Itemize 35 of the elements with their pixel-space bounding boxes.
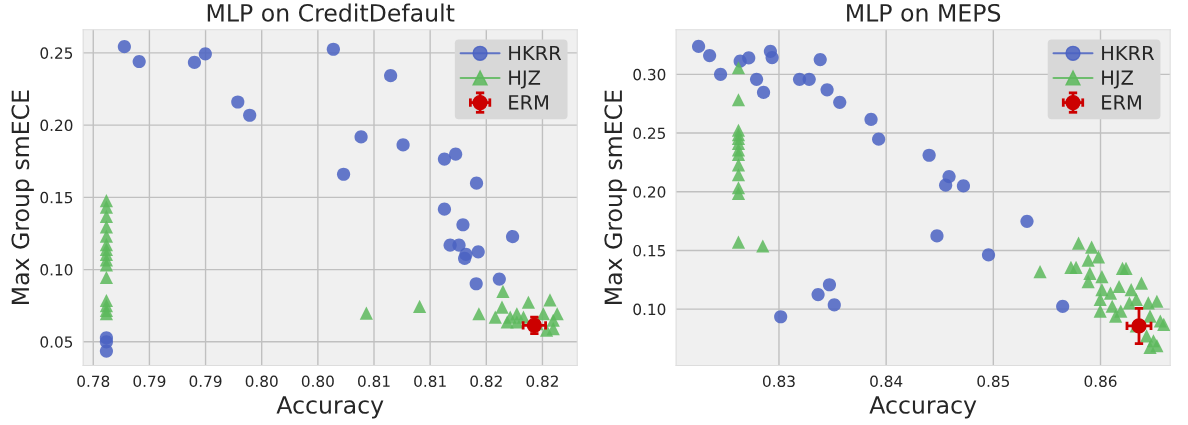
- y-tick-label: 0.30: [633, 68, 666, 81]
- x-tick-label: 0.83: [762, 375, 795, 388]
- y-tick-label: 0.10: [633, 303, 666, 316]
- x-tick-label: 0.79: [133, 375, 166, 388]
- y-tick-label: 0.20: [40, 119, 73, 132]
- y-tick-label: 0.15: [40, 191, 73, 204]
- legend-label: HJZ: [509, 70, 541, 89]
- x-tick-label: 0.81: [414, 375, 446, 388]
- x-tick-label: 0.82: [470, 375, 502, 388]
- x-tick-label: 0.80: [245, 375, 278, 388]
- x-tick-label: 0.84: [870, 375, 903, 388]
- x-tick-label: 0.82: [526, 375, 558, 388]
- legend-label: HJZ: [1102, 70, 1134, 89]
- x-tick-label: 0.80: [301, 375, 334, 388]
- chart-title: MLP on MEPS: [847, 3, 1001, 22]
- y-tick-label: 0.15: [633, 244, 666, 257]
- x-tick-label: 0.79: [189, 375, 222, 388]
- x-tick-label: 0.78: [77, 375, 110, 388]
- legend-label: HKRR: [509, 45, 562, 61]
- chart-title: MLP on CreditDefault: [207, 3, 455, 22]
- x-tick-label: 0.86: [1084, 375, 1117, 388]
- y-tick-label: 0.05: [40, 336, 73, 348]
- y-tick-label: 0.20: [633, 186, 666, 198]
- x-axis-title: Accuracy: [276, 396, 384, 419]
- y-tick-label: 0.25: [40, 47, 73, 59]
- legend-label: ERM: [509, 95, 548, 110]
- legend-label: ERM: [1102, 95, 1141, 110]
- y-tick-label: 0.25: [633, 127, 666, 140]
- x-tick-label: 0.81: [358, 375, 390, 388]
- y-axis-title: Max Group smECE: [11, 90, 34, 304]
- y-axis-title: Max Group smECE: [604, 90, 627, 304]
- legend-label: HKRR: [1102, 45, 1155, 61]
- x-axis-title: Accuracy: [869, 396, 977, 419]
- y-tick-label: 0.10: [40, 264, 73, 276]
- x-tick-label: 0.85: [977, 375, 1010, 388]
